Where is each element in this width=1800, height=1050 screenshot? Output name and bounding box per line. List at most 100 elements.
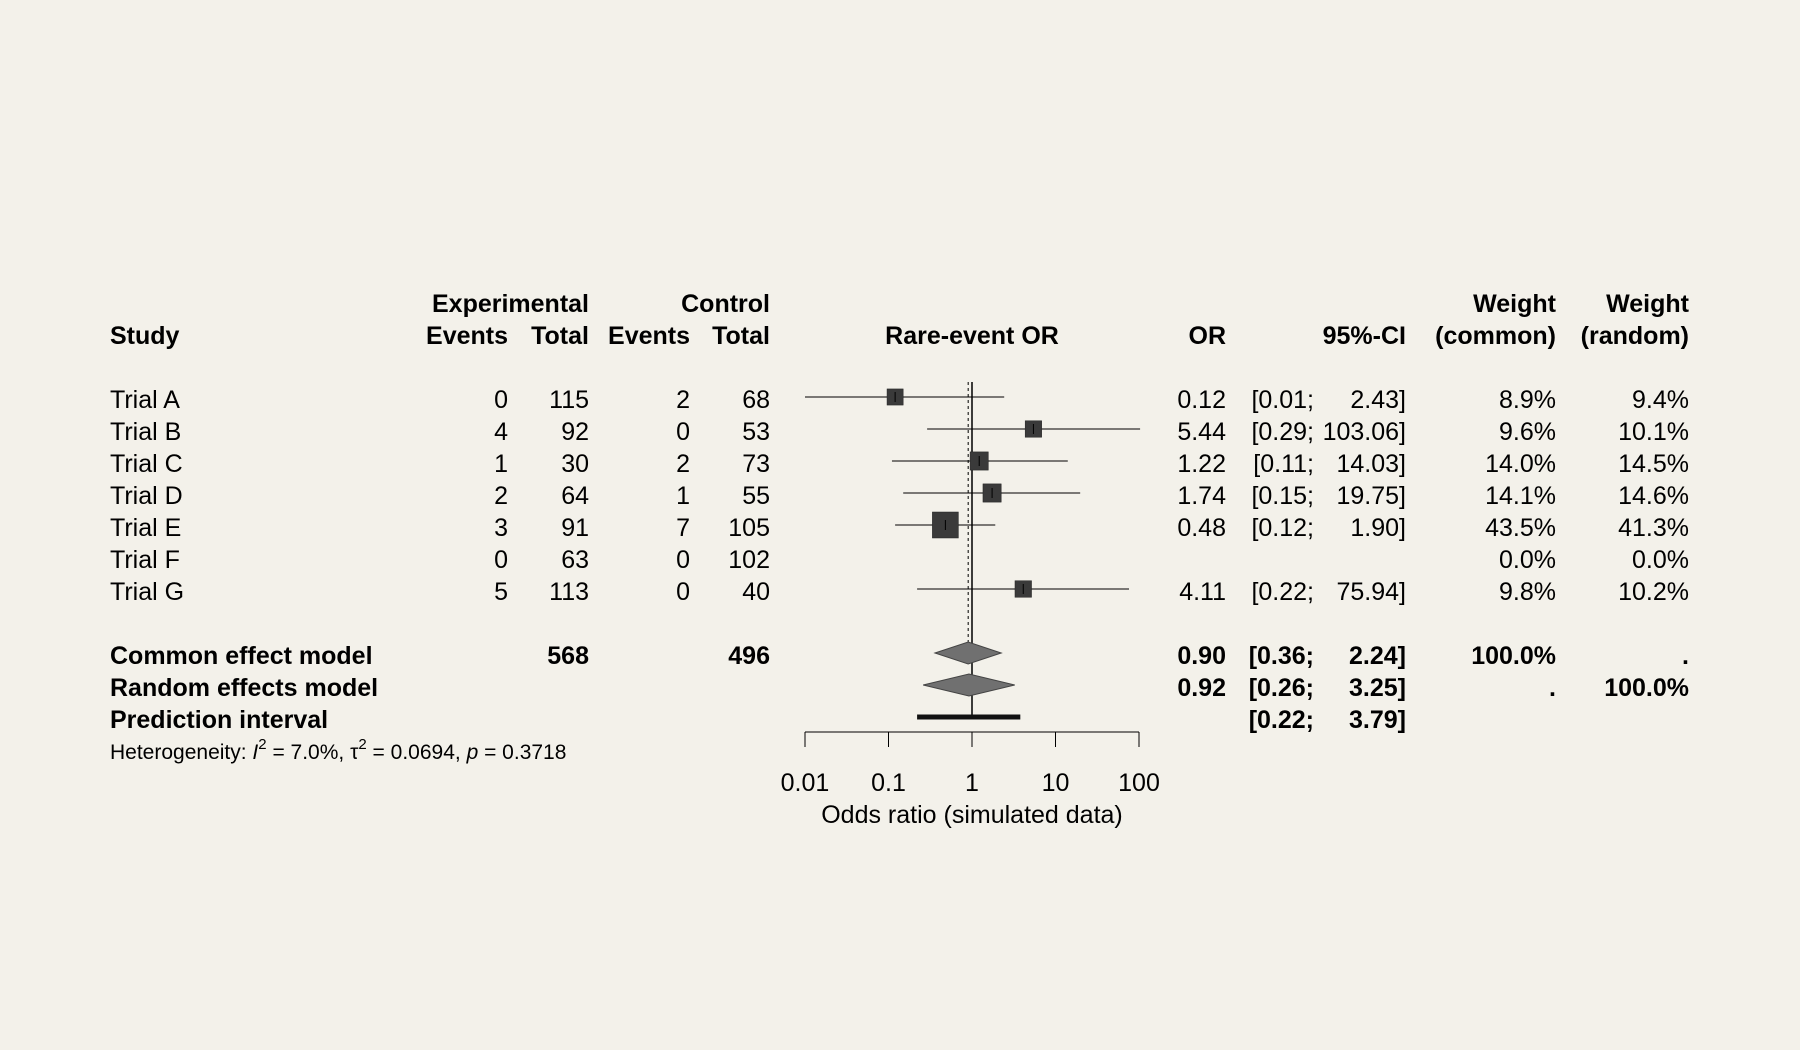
study-ci-lower-label: [0.29;	[1251, 418, 1314, 446]
header-exp-total: Total	[531, 322, 589, 350]
study-e-total: 113	[549, 578, 589, 606]
study-or-label: 1.74	[1177, 482, 1226, 510]
header-control: Control	[681, 290, 770, 318]
header-weight-common-1: Weight	[1473, 290, 1557, 318]
prediction-label: Prediction interval	[110, 706, 328, 734]
study-e-total: 115	[549, 386, 589, 414]
study-c-events: 0	[676, 578, 690, 606]
study-row: Trial A 0 115 2 68 0.12 [0.01; 2.43] 8.9% 9.4%	[110, 386, 1689, 414]
study-ci-lower-label: [0.15;	[1251, 482, 1314, 510]
study-e-events: 5	[494, 578, 508, 606]
header-effect: Rare-event OR	[885, 322, 1059, 350]
pooled-name: Random effects model	[110, 674, 378, 702]
header-ctrl-total: Total	[712, 322, 770, 350]
x-tick-label: 1	[965, 769, 979, 797]
study-row: Trial E 3 91 7 105 0.48 [0.12; 1.90] 43.5% 41.3%	[110, 514, 1689, 542]
x-axis-label: Odds ratio (simulated data)	[821, 801, 1123, 829]
pooled-w-common: 100.0%	[1471, 642, 1556, 670]
study-c-total: 55	[742, 482, 770, 510]
header-ci: 95%-CI	[1323, 322, 1406, 350]
heterogeneity-text: Heterogeneity: I2 = 7.0%, τ2 = 0.0694, p…	[110, 736, 566, 764]
study-ci-lower-label: [0.01;	[1251, 386, 1314, 414]
study-or-label: 4.11	[1179, 578, 1226, 606]
pooled-w-random: .	[1682, 642, 1689, 670]
study-w-common: 8.9%	[1499, 386, 1556, 414]
study-row: Trial C 1 30 2 73 1.22 [0.11; 14.03] 14.0% 14.5%	[110, 450, 1689, 478]
study-name: Trial B	[110, 418, 181, 446]
study-c-total: 105	[728, 514, 770, 542]
study-rows: Trial A 0 115 2 68 0.12 [0.01; 2.43] 8.9% 9.4%Tri…	[110, 386, 1689, 606]
header-study: Study	[110, 322, 180, 350]
header-or: OR	[1189, 322, 1227, 350]
study-e-total: 63	[561, 546, 589, 574]
study-w-common: 14.1%	[1485, 482, 1556, 510]
study-row: Trial D 2 64 1 55 1.74 [0.15; 19.75] 14.1% 14.6%	[110, 482, 1689, 510]
study-w-random: 14.6%	[1618, 482, 1689, 510]
study-c-total: 73	[742, 450, 770, 478]
pooled-diamond	[923, 673, 1015, 697]
pooled-name: Common effect model	[110, 642, 373, 670]
pooled-row: Random effects model 0.92 [0.26; 3.25]. 100.…	[110, 674, 1689, 702]
header-weight-random-1: Weight	[1606, 290, 1690, 318]
study-c-total: 68	[742, 386, 770, 414]
study-name: Trial A	[110, 386, 180, 414]
study-c-events: 7	[676, 514, 690, 542]
study-or-label: 0.48	[1177, 514, 1226, 542]
x-axis: 0.01 0.1 1 10 100	[781, 731, 1160, 797]
study-w-random: 41.3%	[1618, 514, 1689, 542]
header-experimental: Experimental	[432, 290, 589, 318]
study-e-events: 0	[494, 546, 508, 574]
study-e-events: 3	[494, 514, 508, 542]
study-ci-lower-label: [0.22;	[1251, 578, 1314, 606]
study-or-label: 0.12	[1177, 386, 1226, 414]
study-e-total: 30	[561, 450, 589, 478]
header-weight-random-2: (random)	[1581, 322, 1689, 350]
header-exp-events: Events	[426, 322, 508, 350]
study-ci-upper-label: 103.06]	[1323, 418, 1406, 446]
study-e-total: 64	[561, 482, 589, 510]
study-c-total: 102	[728, 546, 770, 574]
study-w-random: 9.4%	[1632, 386, 1689, 414]
study-row: Trial B 4 92 0 53 5.44 [0.29; 103.06] 9.6% 10.1%	[110, 418, 1689, 446]
study-c-total: 40	[742, 578, 770, 606]
pooled-w-common: .	[1549, 674, 1556, 702]
study-ci-upper-label: 2.43]	[1350, 386, 1406, 414]
column-headers: Study Experimental Events Total Control …	[110, 290, 1690, 350]
x-tick-label: 0.1	[871, 769, 906, 797]
x-tick-label: 0.01	[781, 769, 830, 797]
study-c-events: 0	[676, 546, 690, 574]
study-or-label: 5.44	[1177, 418, 1226, 446]
study-name: Trial D	[110, 482, 183, 510]
header-ctrl-events: Events	[608, 322, 690, 350]
pooled-ci-upper-label: 3.25]	[1349, 674, 1406, 702]
study-w-common: 9.6%	[1499, 418, 1556, 446]
study-w-common: 14.0%	[1485, 450, 1556, 478]
pooled-ci-upper-label: 2.24]	[1349, 642, 1406, 670]
study-w-random: 10.2%	[1618, 578, 1689, 606]
pooled-rows: Common effect model 568 496 0.90 [0.36; 2.24]…	[110, 642, 1689, 702]
x-tick-label: 100	[1118, 769, 1160, 797]
study-c-events: 0	[676, 418, 690, 446]
forest-graphics	[805, 382, 1141, 720]
study-c-events: 1	[676, 482, 690, 510]
prediction-ci-upper: 3.79]	[1349, 706, 1406, 734]
study-row: Trial G 5 113 0 40 4.11 [0.22; 75.94] 9.8% 10.2%	[110, 578, 1689, 606]
study-name: Trial G	[110, 578, 184, 606]
study-c-events: 2	[676, 450, 690, 478]
prediction-ci-lower: [0.22;	[1249, 706, 1314, 734]
study-c-events: 2	[676, 386, 690, 414]
study-ci-upper-label: 19.75]	[1336, 482, 1406, 510]
study-ci-upper-label: 1.90]	[1350, 514, 1406, 542]
pooled-c-total: 496	[728, 642, 770, 670]
study-name: Trial F	[110, 546, 180, 574]
study-ci-upper-label: 75.94]	[1336, 578, 1406, 606]
x-tick-label: 10	[1042, 769, 1070, 797]
header-weight-common-2: (common)	[1435, 322, 1556, 350]
pooled-row: Common effect model 568 496 0.90 [0.36; 2.24]…	[110, 642, 1689, 670]
study-e-events: 1	[494, 450, 508, 478]
study-e-events: 4	[494, 418, 508, 446]
pooled-w-random: 100.0%	[1604, 674, 1689, 702]
study-w-common: 9.8%	[1499, 578, 1556, 606]
